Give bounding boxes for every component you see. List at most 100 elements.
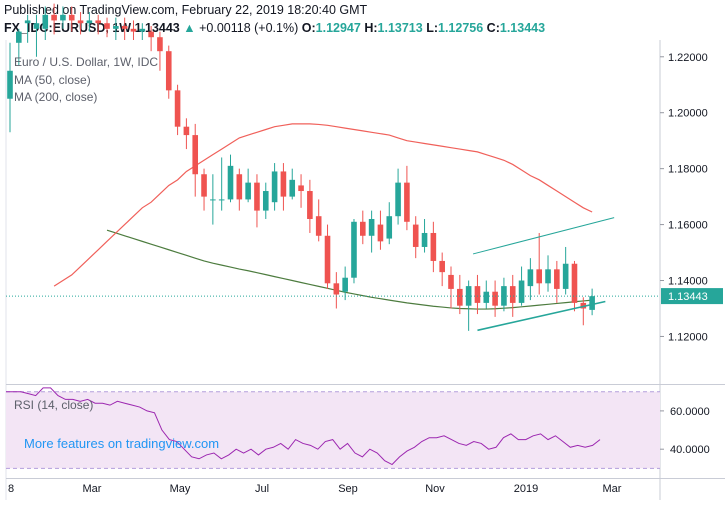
ma200-line bbox=[106, 229, 593, 310]
candle-body bbox=[254, 182, 260, 211]
last-price-label: 1.13443 bbox=[668, 291, 708, 303]
candle-body bbox=[404, 182, 410, 222]
candle-body bbox=[377, 224, 384, 242]
candle-body bbox=[104, 23, 110, 29]
close-label: C: bbox=[486, 21, 500, 35]
candle-body bbox=[130, 28, 137, 32]
candle-body bbox=[448, 274, 454, 289]
candle-body bbox=[324, 235, 331, 284]
candle-body bbox=[201, 174, 207, 197]
candle-body bbox=[95, 20, 101, 24]
candle-body bbox=[509, 286, 516, 303]
time-tick-label: Nov bbox=[425, 483, 445, 495]
price-tick-label: 1.20000 bbox=[668, 108, 708, 120]
candle-body bbox=[492, 291, 498, 306]
candle-body bbox=[307, 191, 313, 219]
candle-body bbox=[68, 14, 75, 21]
candle-body bbox=[439, 260, 445, 273]
chart-title-legend: Euro / U.S. Dollar, 1W, IDC bbox=[14, 55, 159, 69]
candle-body bbox=[589, 296, 595, 310]
candle-body bbox=[86, 20, 93, 24]
high-value: 1.13713 bbox=[377, 21, 423, 35]
up-arrow-icon: ▲ bbox=[183, 21, 196, 35]
candle-body bbox=[351, 221, 357, 278]
price-tick-label: 1.14000 bbox=[668, 276, 708, 288]
candle-body bbox=[545, 269, 551, 284]
candle-body bbox=[395, 182, 401, 217]
candle-body bbox=[16, 31, 22, 43]
time-tick-label: 8 bbox=[8, 483, 14, 495]
open-value: 1.12947 bbox=[315, 21, 361, 35]
candle-body bbox=[42, 14, 49, 29]
ma200-legend: MA (200, close) bbox=[14, 90, 98, 104]
candle-body bbox=[333, 283, 340, 295]
candle-body bbox=[501, 286, 507, 306]
candle-body bbox=[483, 291, 490, 303]
candle-body bbox=[24, 20, 31, 24]
price-tick-label: 1.12000 bbox=[668, 331, 708, 343]
candle-body bbox=[554, 269, 560, 289]
candle-body bbox=[121, 26, 128, 29]
candle-body bbox=[218, 199, 225, 201]
price-tick-label: 1.22000 bbox=[668, 52, 708, 64]
candle-body bbox=[262, 191, 269, 211]
candle-body bbox=[421, 232, 428, 247]
last-price-badge bbox=[661, 288, 723, 305]
candle-body bbox=[342, 277, 348, 292]
candle-body bbox=[536, 269, 542, 284]
ma50-legend: MA (50, close) bbox=[14, 73, 91, 87]
open-label: O: bbox=[301, 21, 316, 35]
ma50-line bbox=[53, 123, 593, 287]
candle-body bbox=[192, 135, 199, 175]
change-value: +0.00118 (+0.1%) bbox=[199, 21, 299, 35]
candle-body bbox=[148, 31, 154, 38]
low-value: 1.12756 bbox=[438, 21, 484, 35]
candle-body bbox=[33, 23, 40, 29]
candle-body bbox=[289, 179, 296, 197]
time-tick-label: Jul bbox=[255, 483, 269, 495]
time-tick-label: Sep bbox=[338, 483, 358, 495]
candle-body bbox=[51, 14, 57, 21]
high-label: H: bbox=[364, 21, 378, 35]
close-value: 1.13443 bbox=[499, 21, 546, 35]
candle-body bbox=[315, 216, 322, 236]
candle-body bbox=[60, 14, 66, 21]
candle-body bbox=[360, 221, 366, 236]
candle-body bbox=[210, 199, 216, 201]
candle-body bbox=[113, 26, 119, 29]
candle-body bbox=[245, 182, 251, 200]
candle-body bbox=[183, 126, 190, 136]
candle-body bbox=[227, 165, 234, 200]
trendline bbox=[477, 300, 606, 332]
time-tick-label: Mar bbox=[83, 483, 102, 495]
candle-body bbox=[571, 263, 578, 303]
candle-body bbox=[518, 280, 525, 303]
rsi-line bbox=[6, 387, 601, 466]
time-tick-label: 2019 bbox=[514, 483, 538, 495]
price-tick-label: 1.18000 bbox=[668, 164, 708, 176]
candle-body bbox=[562, 263, 569, 289]
candle-body bbox=[474, 286, 481, 303]
rsi-band bbox=[6, 391, 660, 469]
candle-body bbox=[7, 70, 13, 99]
candle-body bbox=[77, 20, 84, 24]
watermark-link[interactable]: More features on tradingview.com bbox=[24, 436, 220, 451]
candle-body bbox=[236, 174, 243, 200]
last-price: 1.13443 bbox=[134, 21, 180, 35]
rsi-tick-label: 40.0000 bbox=[670, 444, 710, 456]
rsi-tick-label: 60.0000 bbox=[670, 406, 710, 418]
candle-body bbox=[157, 37, 163, 52]
candle-body bbox=[368, 218, 375, 236]
candle-body bbox=[139, 28, 146, 32]
candle-body bbox=[412, 224, 419, 247]
time-tick-label: Mar bbox=[603, 483, 622, 495]
candle-body bbox=[298, 185, 304, 192]
published-line: Published on TradingView.com, February 2… bbox=[4, 3, 368, 17]
price-tick-label: 1.16000 bbox=[668, 220, 708, 232]
candle-body bbox=[271, 171, 278, 203]
candle-body bbox=[457, 288, 463, 306]
candle-body bbox=[386, 216, 393, 239]
rsi-legend: RSI (14, close) bbox=[14, 398, 94, 412]
candle-body bbox=[430, 232, 437, 261]
